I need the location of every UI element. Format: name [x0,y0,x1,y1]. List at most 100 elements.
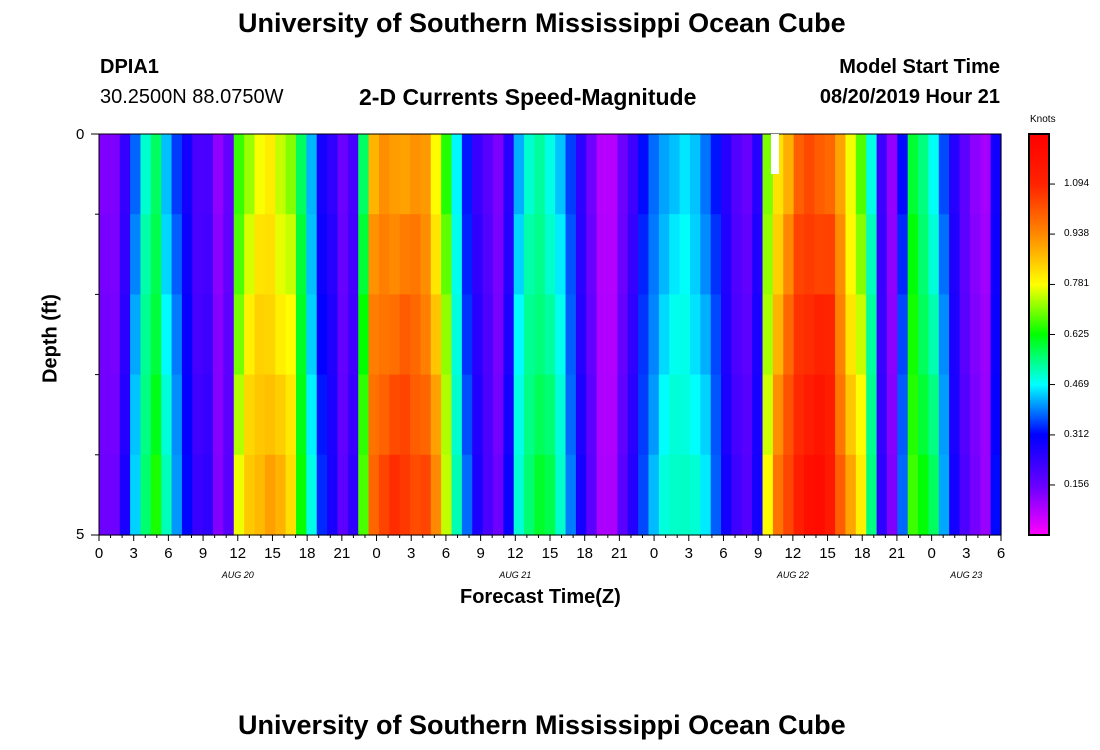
heatmap-cell [731,134,743,215]
heatmap-cell [741,374,753,456]
heatmap-cell [990,294,1002,376]
heatmap-cell [171,374,183,456]
heatmap-cell [949,294,961,376]
heatmap-cell [192,374,204,456]
heatmap-cell [575,134,587,215]
heatmap-cell [814,134,826,215]
heatmap-cell [503,294,515,376]
heatmap-cell [824,294,836,376]
heatmap-cell [762,454,774,536]
heatmap-cell [472,214,484,295]
heatmap-cell [596,454,608,536]
x-tick-label: 9 [198,545,208,562]
x-tick-label: 15 [541,545,559,562]
heatmap-cell [814,214,826,295]
heatmap-cell [990,374,1002,456]
heatmap-cell [503,454,515,536]
heatmap-cell [938,134,950,215]
heatmap-cell [441,374,453,456]
x-tick-label: 3 [407,545,416,562]
heatmap-cell [378,454,390,536]
heatmap-cell [897,294,909,376]
heatmap-cell [420,374,432,456]
heatmap-cell [295,214,307,295]
heatmap-cell [451,374,463,456]
heatmap-cell [544,214,556,295]
x-tick-label: 12 [784,545,802,562]
date-label: AUG 22 [776,570,809,580]
colorbar-tick-label: 0.781 [1064,278,1090,290]
heatmap-cell [472,134,484,215]
heatmap-cell [213,294,225,376]
heatmap-cell [793,294,805,376]
heatmap-cell [306,454,318,536]
heatmap-cell [669,294,681,376]
heatmap-cell [845,374,857,456]
heatmap-cell [524,374,536,456]
x-tick-label: 12 [506,545,524,562]
heatmap-cell [721,134,733,215]
heatmap-cell [430,454,442,536]
heatmap-cell [544,134,556,215]
heatmap-cell [513,374,525,456]
heatmap-cell [461,134,473,215]
colorbar-tick-label: 0.625 [1064,328,1090,340]
heatmap-cell [461,214,473,295]
heatmap-cell [793,454,805,536]
heatmap-cell [700,374,712,456]
heatmap-cell [907,214,919,295]
heatmap-cell [109,214,121,295]
heatmap-cell [876,454,888,536]
heatmap-cell [772,134,784,215]
heatmap-cell [223,454,235,536]
station-coordinates: 30.2500N 88.0750W [100,86,284,108]
heatmap-cell [783,454,795,536]
heatmap-cell [327,374,339,456]
heatmap-cell [897,214,909,295]
heatmap-cell [410,294,421,376]
heatmap-cell [876,374,888,456]
heatmap-cell [492,374,504,456]
chart-subtitle: 2-D Currents Speed-Magnitude [359,84,697,110]
heatmap-cell [202,294,214,376]
heatmap-cell [244,214,256,295]
heatmap-cell [441,134,453,215]
heatmap-cell [378,374,390,456]
heatmap-cell [783,374,795,456]
heatmap-cell [638,214,650,295]
colorbar [1028,133,1050,536]
heatmap-cell [731,214,743,295]
heatmap-cell [295,374,307,456]
heatmap-cell [845,454,857,536]
heatmap-cell [586,294,598,376]
heatmap-cell [503,374,515,456]
heatmap-cell [876,214,888,295]
heatmap-cell [171,214,183,295]
heatmap-cell [938,374,950,456]
heatmap-cell [855,214,867,295]
heatmap-cell [907,374,919,456]
heatmap-cell [410,214,421,295]
heatmap-cell [627,374,639,456]
heatmap-cell [389,294,401,376]
heatmap-cell [741,214,753,295]
heatmap-cell [482,374,494,456]
heatmap-cell [607,294,618,376]
heatmap-cell [824,134,836,215]
heatmap-cell [399,294,411,376]
heatmap-cell [368,374,380,456]
heatmap-cell [337,214,349,295]
heatmap-cell [772,294,784,376]
x-tick-label: 21 [888,545,906,562]
heatmap-cell [575,374,587,456]
date-label: AUG 21 [499,570,532,580]
x-tick-label: 6 [996,545,1006,562]
heatmap-cell [513,134,525,215]
heatmap-cell [876,134,888,215]
heatmap-cell [472,374,484,456]
heatmap-cell [316,374,328,456]
heatmap-cell [368,214,380,295]
heatmap-cell [990,454,1002,536]
y-tick-label-5: 5 [76,526,85,543]
heatmap-cell [617,374,629,456]
